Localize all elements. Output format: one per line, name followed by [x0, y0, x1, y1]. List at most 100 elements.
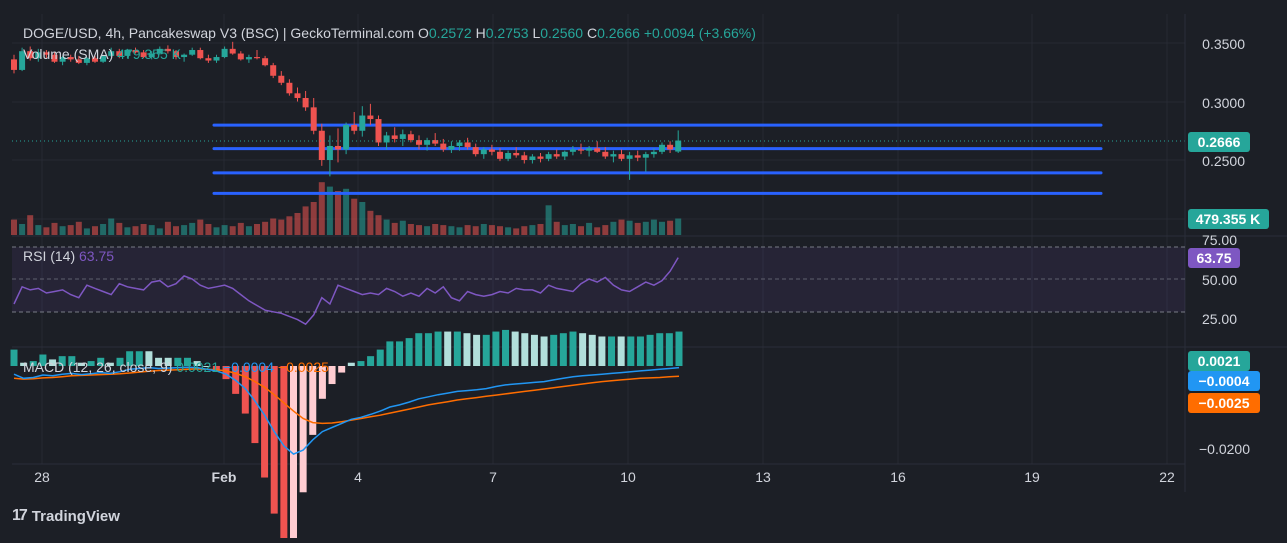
macd-hist-bar-32	[318, 366, 326, 399]
volume-bar-0	[11, 219, 17, 235]
volume-bar-49	[407, 224, 414, 235]
macd-hist-bar-47	[463, 333, 471, 366]
macd-hist-bar-28	[280, 366, 288, 539]
candle-body-47	[391, 135, 398, 139]
time-label-1: Feb	[212, 469, 237, 485]
macd-hist-bar-7	[77, 362, 85, 366]
candle-body-26	[221, 48, 228, 58]
macd-hist-bar-38	[376, 349, 384, 366]
legend-high-value: 0.2753	[486, 25, 529, 41]
candle-body-0	[11, 59, 17, 70]
legend-macd[interactable]: MACD (12, 26, close, 9) 0.0021 −0.0004 −…	[23, 359, 329, 375]
candle-body-23	[197, 50, 204, 59]
candle-body-78	[642, 154, 649, 158]
candle-body-40	[335, 145, 341, 150]
legend-symbol[interactable]: DOGE/USD, 4h, Pancakeswap V3 (BSC) | Gec…	[23, 25, 756, 41]
legend-volume[interactable]: Volume (SMA) 479.355 K	[23, 46, 182, 62]
candle-body-3	[35, 52, 42, 59]
candle-body-82	[675, 140, 682, 152]
volume-bar-25	[213, 227, 220, 235]
candle-body-15	[132, 50, 139, 53]
volume-bar-29	[245, 226, 252, 235]
legend-rsi-value: 63.75	[79, 248, 114, 264]
candle-body-65	[537, 156, 544, 159]
volume-bar-33	[278, 219, 285, 235]
volume-bar-75	[618, 219, 625, 235]
macd-hist-bar-39	[386, 341, 394, 366]
volume-bar-63	[521, 226, 528, 235]
macd-signal-badge	[1188, 393, 1260, 413]
candle-body-6	[59, 57, 66, 62]
macd-hist-bar-34	[338, 366, 346, 373]
macd-hist-bar-35	[347, 362, 355, 366]
volume-bar-52	[432, 224, 439, 235]
volume-bar-42	[351, 198, 358, 235]
macd-hist-bar-56	[550, 334, 558, 366]
legend-high-label: H	[476, 25, 486, 41]
candle-body-10	[92, 58, 98, 62]
candle-body-80	[659, 144, 665, 152]
legend-rsi[interactable]: RSI (14) 63.75	[23, 248, 114, 264]
volume-bar-43	[359, 202, 366, 235]
candle-body-70	[578, 149, 584, 151]
candle-body-62	[513, 152, 520, 156]
volume-bar-19	[164, 221, 171, 235]
macd-hist-bar-4	[49, 359, 57, 366]
volume-bar-41	[343, 188, 350, 235]
volume-bar-20	[173, 226, 179, 235]
legend-macd-hist: 0.0021	[176, 359, 219, 375]
macd-hist-bar-14	[145, 351, 153, 366]
macd-hist-bar-43	[424, 333, 432, 366]
candle-body-76	[626, 155, 633, 159]
macd-hist-bar-67	[656, 333, 664, 366]
volume-bar-50	[416, 225, 422, 235]
volume-bar-40	[335, 191, 341, 235]
macd-hist-bar-62	[608, 336, 616, 366]
candle-body-42	[351, 124, 358, 131]
volume-bar-10	[92, 226, 98, 235]
candle-body-63	[521, 155, 528, 160]
candle-body-27	[229, 48, 236, 54]
macd-hist-bar-2	[29, 361, 37, 366]
macd-hist-bar-17	[174, 357, 182, 366]
legend-close-label: C	[587, 25, 597, 41]
candle-body-31	[262, 58, 269, 66]
volume-bar-14	[124, 227, 131, 235]
volume-bar-23	[197, 219, 204, 235]
candle-body-19	[164, 48, 171, 52]
time-label-7: 19	[1024, 469, 1040, 485]
legend-change: +0.0094 (+3.66%)	[644, 25, 756, 41]
macd-hist-bar-42	[415, 333, 423, 366]
macd-main-polyline	[13, 366, 680, 455]
volume-bar-8	[75, 221, 82, 235]
volume-bar-80	[659, 221, 665, 235]
volume-bar-66	[545, 205, 552, 235]
volume-bar-13	[116, 222, 123, 235]
macd-hist-bar-51	[502, 329, 510, 366]
volume-bar-48	[399, 220, 406, 235]
volume-bar-58	[480, 224, 487, 235]
rsi-tick-1: 50.00	[1202, 272, 1237, 288]
rsi-tick-0: 75.00	[1202, 232, 1237, 248]
candle-body-1	[19, 51, 26, 70]
tradingview-brand[interactable]: 17 TradingView	[12, 507, 120, 525]
candle-body-14	[124, 50, 131, 56]
volume-bar-81	[667, 220, 674, 235]
macd-hist-bar-63	[617, 336, 625, 366]
candle-body-50	[416, 140, 422, 145]
legend-low-label: L	[532, 25, 540, 41]
time-label-5: 13	[755, 469, 771, 485]
macd-hist-bar-20	[203, 366, 211, 367]
macd-line-badge	[1188, 371, 1260, 391]
candle-body-61	[505, 152, 512, 159]
macd-lines	[13, 366, 680, 455]
candle-body-73	[602, 151, 609, 157]
volume-bar-57	[472, 226, 479, 235]
macd-hist-badge	[1188, 351, 1250, 371]
macd-hist-bar-54	[530, 334, 538, 366]
candle-body-29	[245, 57, 252, 60]
macd-signal-badge-text: −0.0025	[1199, 395, 1250, 411]
macd-hist-bar-6	[68, 356, 76, 366]
